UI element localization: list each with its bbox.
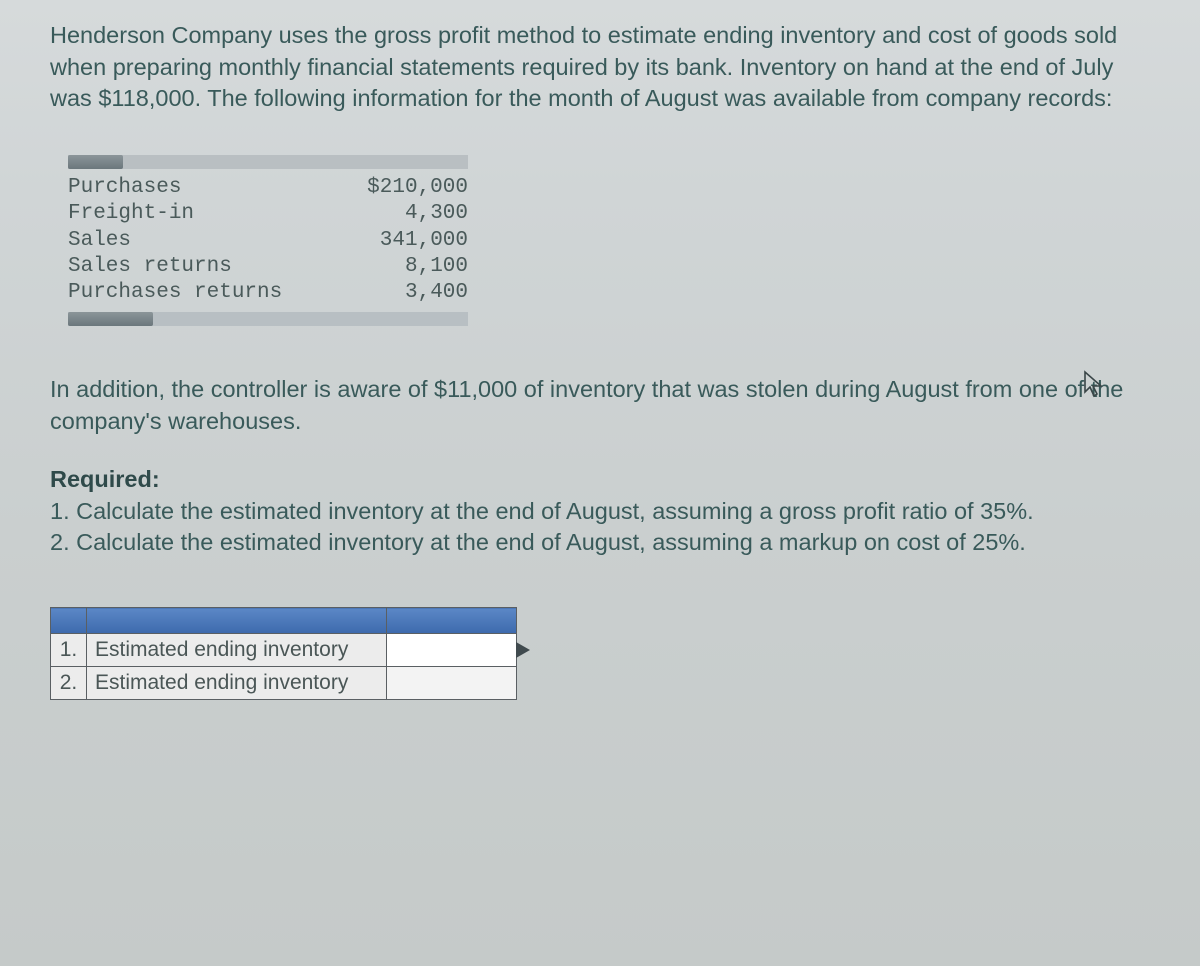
- answer-header-row: [51, 608, 517, 634]
- required-block: Required: 1. Calculate the estimated inv…: [50, 464, 1160, 559]
- answer-row-2: 2. Estimated ending inventory: [51, 667, 517, 700]
- answer-row-num: 1.: [51, 634, 87, 667]
- answer-row-1: 1. Estimated ending inventory: [51, 634, 517, 667]
- records-label: Purchases: [68, 175, 328, 201]
- required-item-1: 1. Calculate the estimated inventory at …: [50, 498, 1034, 524]
- records-row: Purchases returns 3,400: [68, 280, 488, 306]
- problem-page: Henderson Company uses the gross profit …: [0, 0, 1200, 966]
- records-value: $210,000: [328, 175, 468, 201]
- records-scrollbar-bottom[interactable]: [68, 312, 468, 326]
- records-row: Purchases $210,000: [68, 175, 488, 201]
- records-block: Purchases $210,000 Freight-in 4,300 Sale…: [68, 155, 1160, 326]
- records-value: 4,300: [328, 201, 468, 227]
- answer-row-input[interactable]: [387, 667, 517, 700]
- records-row: Sales returns 8,100: [68, 254, 488, 280]
- answer-table: 1. Estimated ending inventory 2. Estimat…: [50, 607, 517, 700]
- answer-header-num: [51, 608, 87, 634]
- intro-paragraph: Henderson Company uses the gross profit …: [50, 20, 1160, 115]
- records-table: Purchases $210,000 Freight-in 4,300 Sale…: [68, 175, 488, 306]
- records-value: 8,100: [328, 254, 468, 280]
- answer-row-label: Estimated ending inventory: [87, 634, 387, 667]
- required-heading: Required:: [50, 466, 160, 492]
- additional-paragraph: In addition, the controller is aware of …: [50, 374, 1160, 437]
- answer-header-input: [387, 608, 517, 634]
- records-row: Sales 341,000: [68, 228, 488, 254]
- records-label: Purchases returns: [68, 280, 328, 306]
- records-label: Sales: [68, 228, 328, 254]
- records-value: 341,000: [328, 228, 468, 254]
- records-label: Freight-in: [68, 201, 328, 227]
- mouse-cursor-icon: [1083, 370, 1105, 405]
- records-value: 3,400: [328, 280, 468, 306]
- records-label: Sales returns: [68, 254, 328, 280]
- answer-header-label: [87, 608, 387, 634]
- answer-row-label: Estimated ending inventory: [87, 667, 387, 700]
- records-scrollbar-top[interactable]: [68, 155, 468, 169]
- answer-row-num: 2.: [51, 667, 87, 700]
- answer-row-input[interactable]: [387, 634, 517, 667]
- required-item-2: 2. Calculate the estimated inventory at …: [50, 529, 1026, 555]
- records-row: Freight-in 4,300: [68, 201, 488, 227]
